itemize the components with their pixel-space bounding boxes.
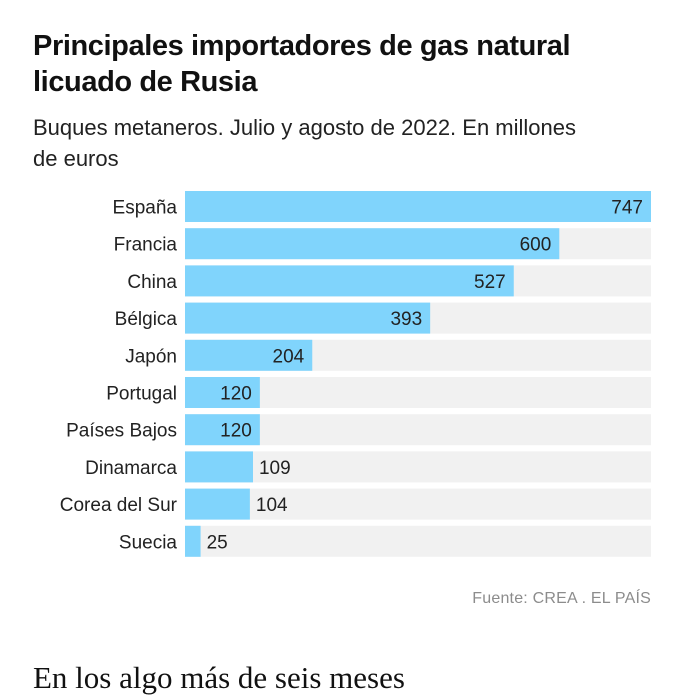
value-label-portugal: 120 xyxy=(220,384,252,405)
bar-belgica xyxy=(185,302,431,334)
bar-china xyxy=(185,265,514,297)
category-label-francia: Francia xyxy=(114,235,178,256)
bar-espana xyxy=(185,191,651,222)
category-label-japon: Japón xyxy=(125,346,177,367)
category-label-belgica: Bélgica xyxy=(115,309,178,330)
bar-suecia xyxy=(185,525,201,557)
bar-track-dinamarca xyxy=(185,451,651,483)
bar-dinamarca xyxy=(185,451,253,483)
chart-title: Principales importadores de gas natural … xyxy=(33,30,571,98)
bar-portugal xyxy=(185,377,260,408)
bar-francia xyxy=(185,228,560,260)
bar-track-paises-bajos xyxy=(185,414,651,446)
bar-track-corea-del-sur xyxy=(185,488,651,520)
value-label-paises-bajos: 120 xyxy=(220,421,252,442)
value-label-belgica: 393 xyxy=(390,309,422,330)
category-label-suecia: Suecia xyxy=(119,532,178,553)
bar-corea-del-sur xyxy=(185,488,250,520)
category-label-china: China xyxy=(127,272,177,293)
article-paragraph: En los algo más de seis meses xyxy=(33,660,405,695)
category-label-dinamarca: Dinamarca xyxy=(85,458,177,479)
value-label-suecia: 25 xyxy=(207,532,228,553)
bar-chart: España 747 Francia 600 China 527 Bélgica 393 Jap… xyxy=(60,191,651,557)
value-label-dinamarca: 109 xyxy=(259,458,291,479)
value-label-china: 527 xyxy=(474,272,506,293)
bar-japon xyxy=(185,339,313,371)
bar-track-portugal xyxy=(185,377,651,408)
category-label-espana: España xyxy=(113,198,178,219)
category-label-corea-del-sur: Corea del Sur xyxy=(60,495,178,516)
bar-track-suecia xyxy=(185,525,651,557)
category-label-portugal: Portugal xyxy=(106,384,177,405)
value-label-francia: 600 xyxy=(520,235,552,256)
value-label-corea-del-sur: 104 xyxy=(256,495,288,516)
bar-paises-bajos xyxy=(185,414,260,446)
category-label-paises-bajos: Países Bajos xyxy=(66,421,177,442)
chart-subtitle: Buques metaneros. Julio y agosto de 2022… xyxy=(33,115,576,171)
source-note: Fuente: CREA . EL PAÍS xyxy=(472,590,651,607)
value-label-espana: 747 xyxy=(611,198,643,219)
value-label-japon: 204 xyxy=(273,346,305,367)
